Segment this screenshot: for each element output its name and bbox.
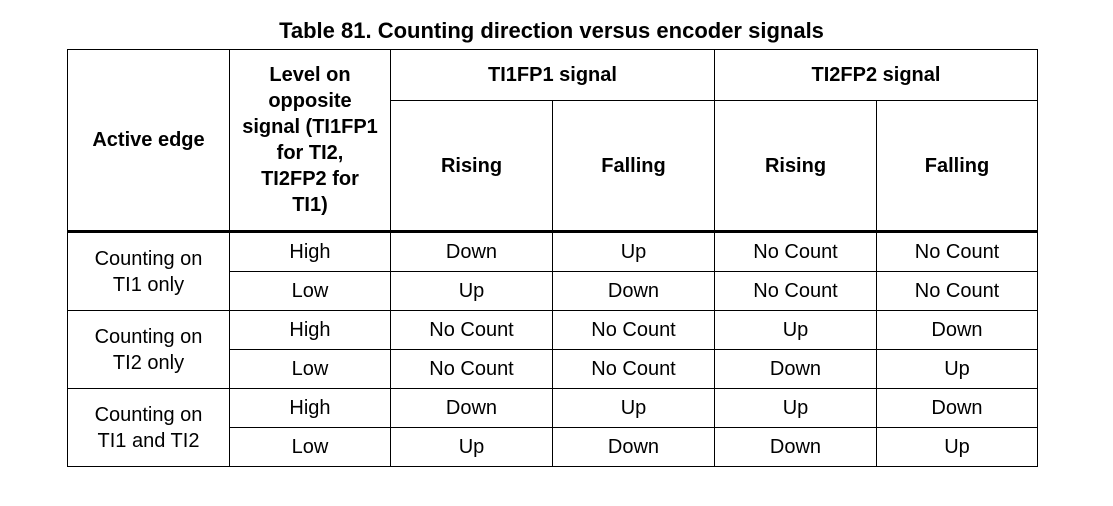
level-cell: High: [229, 310, 391, 350]
direction-cell: No Count: [714, 230, 877, 272]
table-row: Counting on TI1 and TI2 High Down Up Up …: [67, 388, 1038, 467]
direction-cell: Up: [552, 388, 715, 428]
header-ti1fp1-falling: Falling: [552, 100, 715, 232]
level-cell: Low: [229, 349, 391, 389]
header-ti2fp2-rising: Rising: [714, 100, 877, 232]
header-level-line: opposite: [268, 90, 352, 112]
encoder-direction-table: Active edge Level on opposite signal (TI…: [67, 49, 1038, 467]
direction-cell: No Count: [876, 271, 1038, 311]
table-row: Low Up Down Down Up: [68, 427, 1038, 467]
header-row-sub: Rising Falling Rising Falling: [68, 100, 1038, 232]
table-row: Low No Count No Count Down Up: [68, 349, 1038, 389]
header-level-line: Level on: [269, 64, 351, 86]
active-edge-line: Counting on: [94, 403, 203, 426]
direction-cell: No Count: [552, 310, 715, 350]
active-edge-line: Counting on: [94, 247, 203, 270]
header-level-line: TI2FP2 for: [261, 168, 359, 190]
table-row: Counting on TI1 only High Down Up No Cou…: [67, 230, 1038, 311]
direction-cell: Down: [876, 310, 1038, 350]
level-cell: High: [229, 230, 391, 272]
active-edge-cell: Counting on TI2 only: [67, 310, 230, 389]
direction-cell: Up: [552, 230, 715, 272]
header-row-top: Active edge Level on opposite signal (TI…: [67, 49, 1038, 232]
direction-cell: Up: [390, 271, 553, 311]
direction-cell: Down: [552, 427, 715, 467]
direction-cell: Down: [876, 388, 1038, 428]
header-ti2fp2-falling: Falling: [876, 100, 1038, 232]
direction-cell: Down: [714, 349, 877, 389]
level-cell: Low: [229, 427, 391, 467]
direction-cell: Down: [552, 271, 715, 311]
level-cell: High: [229, 388, 391, 428]
direction-cell: Down: [390, 388, 553, 428]
direction-cell: No Count: [714, 271, 877, 311]
direction-cell: Down: [714, 427, 877, 467]
active-edge-line: TI1 and TI2: [97, 429, 200, 452]
active-edge-cell: Counting on TI1 only: [67, 230, 230, 311]
table-row: Counting on TI2 only High No Count No Co…: [67, 310, 1038, 389]
table-caption: Table 81. Counting direction versus enco…: [279, 18, 824, 43]
direction-cell: Down: [390, 230, 553, 272]
header-ti2fp2-signal: TI2FP2 signal: [714, 49, 1038, 101]
header-level-line: TI1): [292, 194, 328, 216]
direction-cell: Up: [876, 349, 1038, 389]
active-edge-line: TI1 only: [112, 273, 185, 296]
header-level-line: signal (TI1FP1: [242, 116, 378, 138]
direction-cell: No Count: [390, 349, 553, 389]
direction-cell: No Count: [390, 310, 553, 350]
active-edge-cell: Counting on TI1 and TI2: [67, 388, 230, 467]
table-row: Low Up Down No Count No Count: [68, 271, 1038, 311]
header-level-line: for TI2,: [276, 142, 344, 164]
direction-cell: Up: [390, 427, 553, 467]
active-edge-line: TI2 only: [112, 351, 185, 374]
direction-cell: Up: [714, 310, 877, 350]
header-level-opposite: Level on opposite signal (TI1FP1 for TI2…: [229, 49, 391, 232]
direction-cell: Up: [876, 427, 1038, 467]
level-cell: Low: [229, 271, 391, 311]
header-active-edge: Active edge: [67, 49, 230, 232]
direction-cell: Up: [714, 388, 877, 428]
header-ti1fp1-signal: TI1FP1 signal: [390, 49, 715, 101]
active-edge-line: Counting on: [94, 325, 203, 348]
direction-cell: No Count: [876, 230, 1038, 272]
direction-cell: No Count: [552, 349, 715, 389]
header-ti1fp1-rising: Rising: [390, 100, 553, 232]
